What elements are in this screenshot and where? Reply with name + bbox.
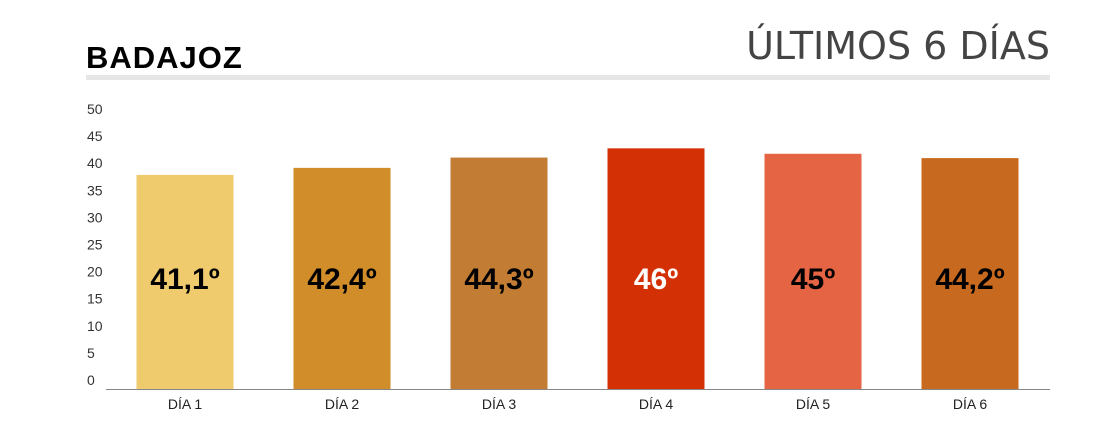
bar <box>607 148 705 389</box>
bar-data-label: 46º <box>634 263 678 296</box>
bar <box>764 153 862 389</box>
x-category-label: DÍA 1 <box>168 396 202 412</box>
y-tick-label: 35 <box>87 182 103 198</box>
x-category-label: DÍA 5 <box>796 396 830 412</box>
y-tick-label: 45 <box>87 128 103 144</box>
x-category-label: DÍA 3 <box>482 396 516 412</box>
y-tick-label: 0 <box>87 372 95 388</box>
y-tick-label: 15 <box>87 291 103 307</box>
y-tick-label: 50 <box>87 101 103 117</box>
chart-title: BADAJOZ <box>86 40 243 75</box>
bar-data-label: 44,2º <box>935 263 1004 296</box>
bar <box>293 167 391 389</box>
bar-data-label: 44,3º <box>464 263 533 296</box>
x-category-label: DÍA 4 <box>639 396 673 412</box>
y-tick-label: 30 <box>87 209 103 225</box>
y-tick-label: 25 <box>87 237 103 253</box>
y-tick-label: 40 <box>87 155 103 171</box>
chart-subtitle: ÚLTIMOS 6 DÍAS <box>746 24 1050 68</box>
x-category-label: DÍA 2 <box>325 396 359 412</box>
y-tick-label: 10 <box>87 318 103 334</box>
bar-data-label: 41,1º <box>150 263 219 296</box>
bar <box>450 157 548 389</box>
bar <box>921 158 1019 389</box>
bar-data-label: 45º <box>791 263 835 296</box>
bar-data-label: 42,4º <box>307 263 376 296</box>
y-tick-label: 5 <box>87 345 95 361</box>
y-tick-label: 20 <box>87 264 103 280</box>
header-divider <box>86 75 1050 80</box>
bar <box>136 174 234 389</box>
x-category-label: DÍA 6 <box>953 396 987 412</box>
